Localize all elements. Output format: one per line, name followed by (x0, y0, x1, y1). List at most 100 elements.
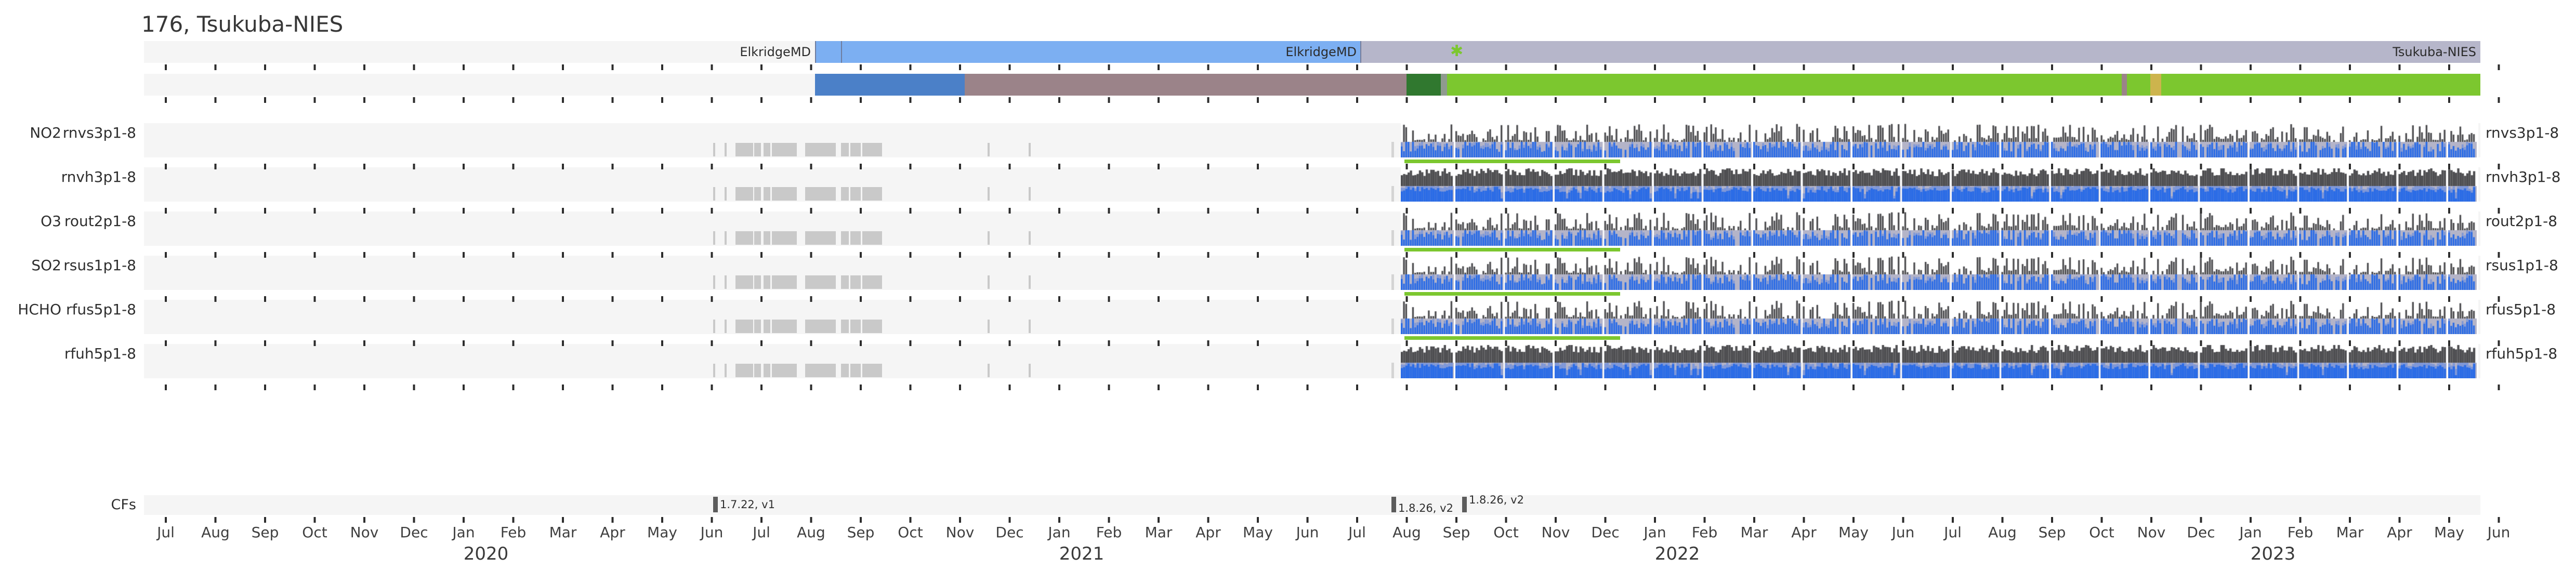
raw-data-block (735, 231, 753, 245)
faint-data-bar (1391, 319, 1394, 334)
month-label: Dec (995, 524, 1024, 541)
raw-data-block (764, 187, 770, 201)
proc-green (1447, 74, 2480, 96)
month-label: Oct (302, 524, 327, 541)
raw-data-block (754, 320, 761, 333)
faint-data-bar (1391, 363, 1394, 378)
raw-data-block (772, 187, 797, 201)
raw-data-block (713, 275, 715, 289)
raw-data-block (772, 275, 797, 289)
raw-data-block (713, 364, 715, 377)
raw-data-block (735, 143, 753, 156)
month-label: Dec (400, 524, 428, 541)
month-label: May (1243, 524, 1273, 541)
month-label: Jul (753, 524, 770, 541)
faint-data-bar (1391, 142, 1394, 157)
month-label: Aug (201, 524, 230, 541)
month-label: Jun (1891, 524, 1915, 541)
row-activity-canvas (1401, 256, 2478, 290)
month-label: May (647, 524, 677, 541)
month-label: Mar (1145, 524, 1173, 541)
raw-data-block (772, 231, 797, 245)
month-label: Oct (1493, 524, 1519, 541)
month-label: Apr (1791, 524, 1817, 541)
raw-data-block (764, 143, 770, 156)
month-label: Jul (1348, 524, 1366, 541)
raw-data-block (713, 187, 715, 201)
month-ticks (145, 517, 2501, 523)
month-label: Nov (945, 524, 975, 541)
faint-data-bar (1391, 186, 1394, 202)
proc-blue (815, 74, 965, 96)
raw-data-block (764, 320, 770, 333)
cfs-label: CFs (111, 497, 136, 513)
cf-version-marker (1462, 497, 1467, 512)
month-ticks (145, 164, 2501, 169)
month-label: Sep (2038, 524, 2066, 541)
month-label: Oct (898, 524, 923, 541)
tsukuba-nies-period (1360, 41, 2480, 63)
month-label: Feb (500, 524, 527, 541)
row-activity-canvas (1401, 300, 2478, 334)
raw-data-block (764, 275, 770, 289)
month-ticks (145, 64, 2501, 70)
row-species-label: O3 (41, 213, 61, 230)
segment-boundary-line (815, 41, 816, 63)
month-label: Dec (1591, 524, 1620, 541)
raw-data-block (805, 275, 836, 289)
row-activity-canvas (1401, 123, 2478, 157)
month-ticks (145, 208, 2501, 214)
month-label: Jun (1296, 524, 1319, 541)
raw-data-block (713, 143, 715, 156)
raw-data-block (850, 231, 861, 245)
raw-data-block (772, 320, 797, 333)
calibration-star-icon: ✱ (1450, 42, 1464, 60)
row-code-label-right: rfuh5p1-8 (2486, 345, 2558, 362)
raw-data-block (764, 364, 770, 377)
month-label: Apr (1195, 524, 1221, 541)
month-label: Jul (157, 524, 175, 541)
raw-data-block (862, 231, 882, 245)
page-title: 176, Tsukuba-NIES (141, 11, 344, 37)
raw-data-block (1029, 275, 1031, 289)
month-label: Nov (1541, 524, 1570, 541)
month-label: Jun (700, 524, 724, 541)
raw-data-block (988, 364, 990, 377)
month-ticks (145, 385, 2501, 390)
proc-darkgreen (1407, 74, 1441, 96)
month-label: Oct (2089, 524, 2114, 541)
month-label: Feb (1691, 524, 1718, 541)
faint-data-bar (1391, 230, 1394, 246)
raw-data-block (1029, 187, 1031, 201)
raw-data-block (1029, 231, 1031, 245)
segment-boundary-line (841, 41, 842, 63)
quality-green-line (1404, 248, 1620, 251)
faint-data-bar (1391, 274, 1394, 290)
site-label: ElkridgeMD (740, 45, 811, 59)
raw-data-block (805, 143, 836, 156)
raw-data-block (988, 320, 990, 333)
raw-data-block (764, 231, 770, 245)
row-code-label-left: rnvh3p1-8 (61, 168, 136, 186)
month-ticks (145, 340, 2501, 346)
quality-green-line (1404, 292, 1620, 296)
raw-data-block (850, 364, 861, 377)
month-label: Jan (1048, 524, 1071, 541)
raw-data-block (772, 364, 797, 377)
raw-data-block (862, 275, 882, 289)
year-label: 2020 (463, 544, 509, 564)
raw-data-block (735, 320, 753, 333)
row-code-label-left: rfuh5p1-8 (64, 345, 136, 362)
row-code-label-right: rnvs3p1-8 (2486, 124, 2559, 141)
proc-mauve (965, 74, 1407, 96)
raw-data-block (841, 364, 849, 377)
raw-data-block (850, 187, 861, 201)
timeline-band-bg: ElkridgeMD ElkridgeMD Tsukuba-NIES ✱ (144, 41, 2480, 63)
raw-data-block (850, 143, 861, 156)
raw-data-block (754, 275, 761, 289)
month-label: Sep (251, 524, 279, 541)
cf-version-label: 1.7.22, v1 (720, 498, 775, 511)
cf-version-label: 1.8.26, v2 (1398, 502, 1453, 514)
raw-data-block (754, 143, 761, 156)
